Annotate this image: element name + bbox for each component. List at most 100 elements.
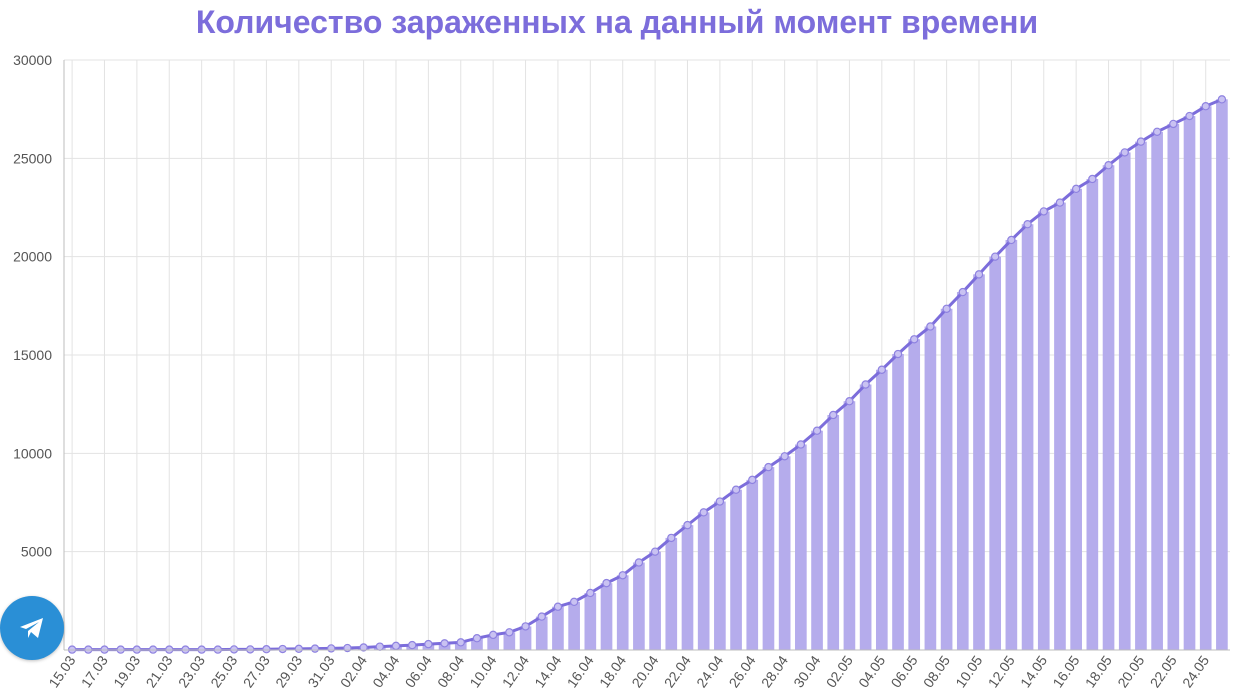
x-tick-label: 26.04 (726, 652, 759, 690)
data-point (327, 644, 336, 653)
data-point (424, 639, 433, 649)
data-point (650, 547, 660, 556)
data-point (715, 497, 725, 506)
x-tick-label: 10.05 (952, 652, 985, 690)
bar (1054, 202, 1066, 651)
x-tick-label: 18.04 (596, 652, 629, 690)
bar (875, 369, 888, 650)
data-point (1217, 95, 1227, 104)
data-point (505, 628, 514, 637)
x-tick-label: 22.05 (1147, 652, 1180, 690)
x-tick-label: 17.03 (78, 652, 111, 690)
data-point (812, 426, 822, 435)
bar (973, 274, 985, 650)
x-tick-label: 20.05 (1114, 652, 1147, 690)
y-tick-label: 30000 (13, 52, 52, 68)
data-point (958, 287, 967, 297)
data-point (780, 452, 789, 461)
data-point (391, 641, 401, 651)
x-tick-label: 31.03 (304, 652, 337, 690)
bar (1167, 123, 1180, 650)
bar (940, 308, 953, 650)
data-point (294, 644, 304, 654)
data-point (553, 602, 563, 611)
data-point (262, 645, 271, 654)
x-tick-label: 23.03 (175, 652, 208, 690)
bar (892, 354, 904, 650)
bar (633, 562, 645, 650)
x-tick-label: 04.04 (369, 652, 402, 690)
data-point (1104, 161, 1113, 170)
data-point (910, 335, 919, 344)
bar (1151, 131, 1163, 651)
data-point (618, 571, 627, 580)
bar (1216, 99, 1228, 651)
data-point (667, 533, 676, 543)
data-point (472, 634, 482, 643)
x-tick-label: 27.03 (240, 652, 273, 690)
data-point (246, 645, 255, 654)
bar (956, 292, 969, 650)
bar (924, 326, 937, 650)
bar (487, 634, 499, 650)
data-point (829, 410, 838, 420)
bar (1118, 152, 1131, 650)
x-tick-label: 14.05 (1017, 652, 1050, 690)
y-tick-label: 20000 (13, 249, 52, 265)
data-point (1023, 220, 1032, 229)
data-point (1055, 198, 1065, 207)
data-point (1039, 207, 1048, 216)
data-point (602, 578, 611, 588)
x-tick-label: 08.05 (920, 652, 953, 690)
x-tick-label: 25.03 (207, 652, 240, 690)
data-point (521, 622, 530, 631)
data-point (343, 643, 352, 653)
bar (843, 401, 856, 650)
bar (1102, 165, 1115, 650)
telegram-button[interactable] (0, 596, 64, 660)
bar (1037, 211, 1050, 650)
x-tick-label: 19.03 (110, 652, 143, 690)
data-point (942, 304, 951, 313)
bar (714, 501, 726, 650)
bar (535, 616, 548, 650)
x-tick-label: 06.05 (887, 652, 920, 690)
chart-title: Количество зараженных на данный момент в… (195, 4, 1039, 40)
x-tick-label: 24.04 (693, 652, 726, 690)
data-point (1185, 111, 1194, 121)
data-point (1120, 148, 1129, 157)
x-tick-label: 06.04 (402, 652, 435, 690)
bar (616, 575, 629, 650)
data-point (861, 380, 870, 389)
x-tick-label: 04.05 (855, 652, 888, 690)
data-point (1201, 102, 1210, 111)
data-point (634, 558, 644, 567)
bar (746, 479, 759, 650)
bar (1135, 141, 1147, 650)
x-tick-label: 08.04 (434, 652, 467, 690)
data-point (877, 365, 887, 374)
y-axis-labels: 5000 10000 15000 20000 25000 30000 (13, 52, 52, 560)
data-point (683, 520, 692, 530)
data-point (488, 630, 498, 640)
x-tick-label: 18.05 (1082, 652, 1115, 690)
data-point (440, 639, 449, 648)
bar (600, 583, 613, 650)
data-point (990, 252, 1000, 261)
bar (1199, 106, 1212, 650)
data-point (1088, 174, 1097, 184)
data-point (748, 475, 757, 485)
bar (697, 512, 710, 650)
y-tick-label: 10000 (13, 445, 52, 461)
bars-layer (66, 99, 1228, 651)
x-tick-label: 16.05 (1049, 652, 1082, 690)
x-tick-label: 12.04 (499, 652, 532, 690)
bar (762, 467, 775, 650)
data-point (845, 397, 854, 406)
data-point (1152, 127, 1162, 136)
data-point (310, 644, 320, 653)
x-tick-label: 12.05 (985, 652, 1018, 690)
bar (1086, 178, 1099, 650)
data-point (1169, 119, 1178, 129)
